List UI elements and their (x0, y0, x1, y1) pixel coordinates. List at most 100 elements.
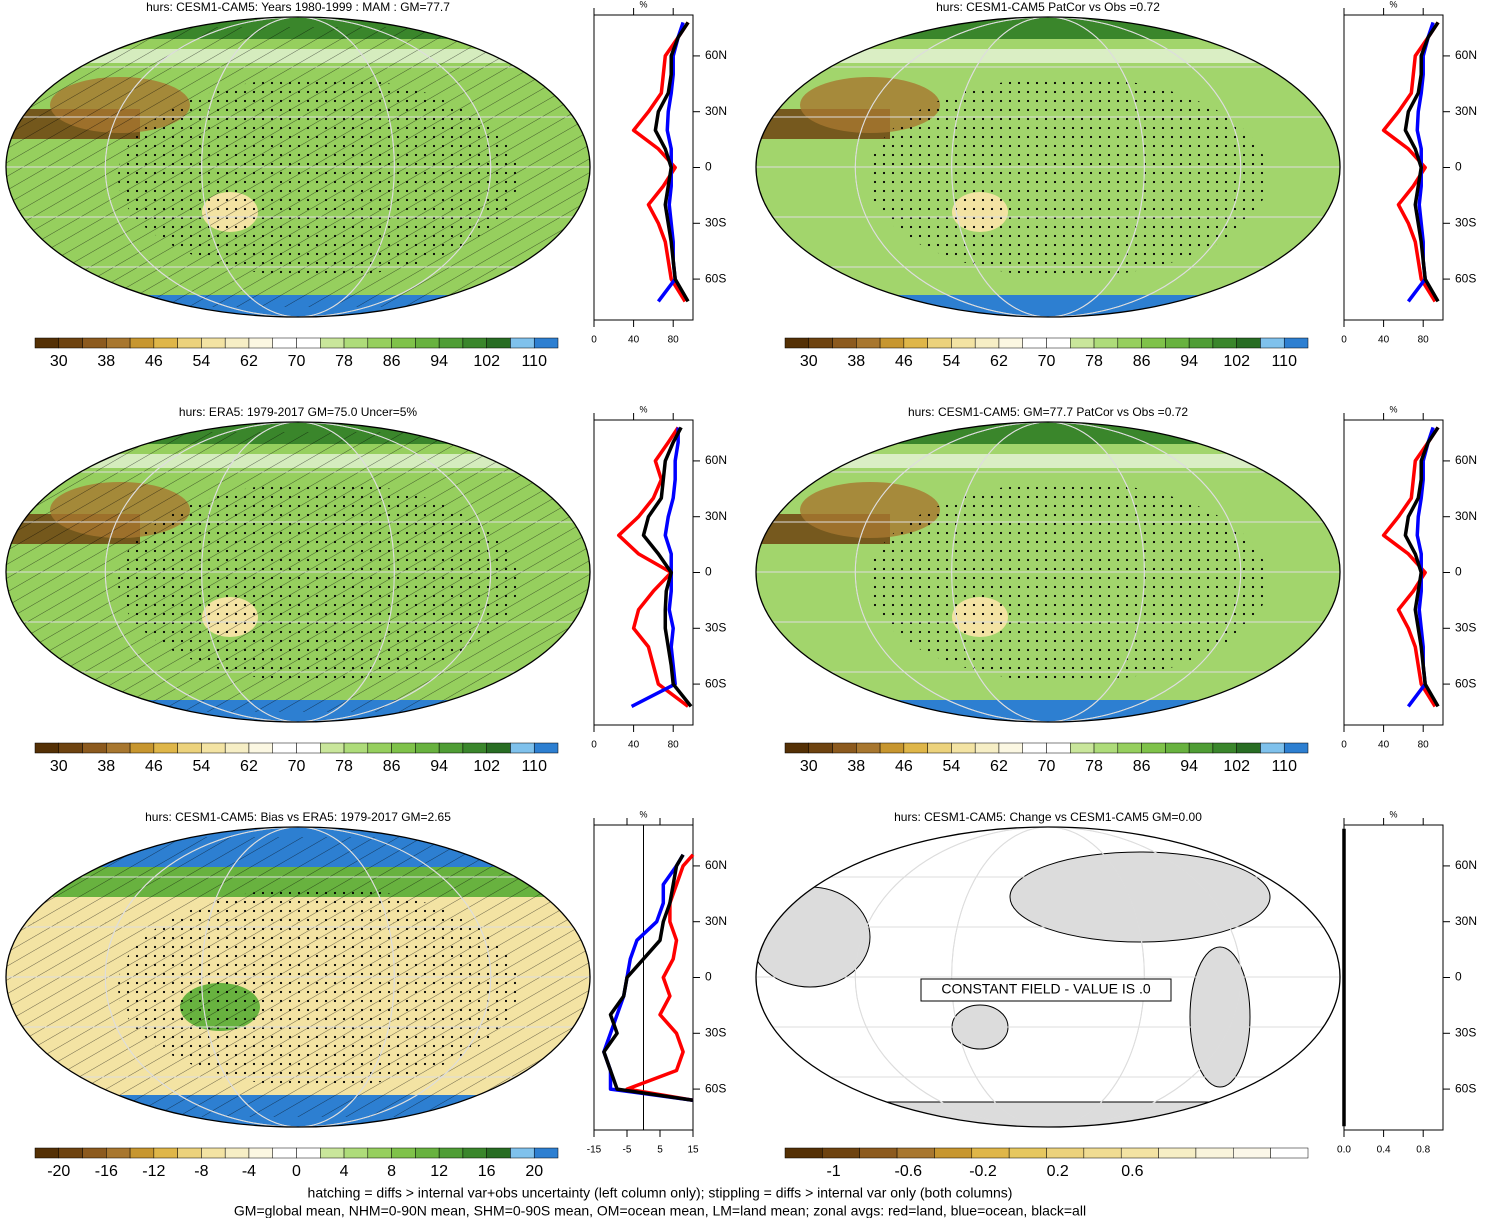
colorbar-label: 46 (895, 758, 913, 775)
x-axis-label: % (639, 0, 647, 9)
x-tick-label: 80 (668, 335, 680, 346)
colorbar-box (974, 742, 1000, 754)
map-title: hurs: CESM1-CAM5 PatCor vs Obs =0.72 (936, 0, 1160, 14)
graticule (104, 827, 492, 1127)
graticule (951, 17, 1145, 317)
graticule (201, 827, 395, 1127)
colorbar-box (415, 1147, 440, 1159)
colorbar-box (1236, 742, 1261, 754)
colorbar-box (129, 1147, 155, 1159)
map-border (755, 421, 1341, 723)
map-land (800, 77, 940, 133)
colorbar-label: 30 (800, 353, 818, 370)
colorbar-box (1117, 337, 1142, 349)
y-tick-label: 60S (705, 1081, 726, 1095)
graticule (104, 17, 492, 317)
colorbar-label: 78 (1085, 758, 1103, 775)
colorbar-box (486, 742, 511, 754)
zonal-line (653, 21, 690, 303)
y-tick-label: 30S (705, 215, 726, 229)
colorbar-box (1022, 337, 1047, 349)
x-tick-label: 0 (1341, 740, 1347, 751)
colorbar-box (533, 337, 559, 349)
colorbar-box (129, 742, 155, 754)
x-tick-label: -5 (623, 1145, 632, 1156)
x-axis-label: % (1389, 404, 1397, 414)
colorbar-label: 62 (990, 758, 1008, 775)
colorbar-box (224, 1147, 250, 1159)
colorbar-box (224, 742, 250, 754)
colorbar-box (1022, 742, 1047, 754)
graticule (854, 422, 1242, 722)
colorbar-box (82, 1147, 107, 1159)
colorbar-label: 110 (521, 758, 547, 775)
map-title: hurs: ERA5: 1979-2017 GM=75.0 Uncer=5% (179, 405, 417, 419)
y-tick-label: 30S (705, 1025, 726, 1039)
y-tick-label: 30S (1455, 620, 1476, 634)
y-tick-label: 60N (1455, 858, 1477, 872)
colorbar-box (106, 742, 131, 754)
colorbar-label: 46 (895, 353, 913, 370)
colorbar-box (510, 742, 535, 754)
colorbar-box (296, 337, 321, 349)
y-tick-label: 60S (1455, 271, 1476, 285)
colorbar-label: 86 (383, 353, 401, 370)
map-land (800, 482, 940, 538)
y-tick-label: 30N (1455, 104, 1477, 118)
colorbar-box (1233, 1147, 1271, 1159)
x-tick-label: 40 (628, 335, 640, 346)
y-tick-label: 30N (1455, 509, 1477, 523)
colorbar-label: -12 (142, 1163, 165, 1180)
x-tick-label: 40 (1378, 740, 1390, 751)
colorbar-box (34, 1147, 60, 1159)
graticule (951, 827, 1145, 1127)
colorbar-box (367, 337, 392, 349)
colorbar-box (879, 742, 905, 754)
map-title: hurs: CESM1-CAM5: Bias vs ERA5: 1979-201… (145, 810, 451, 824)
colorbar-box (153, 742, 178, 754)
colorbar-box (34, 742, 60, 754)
colorbar-box (1195, 1147, 1234, 1159)
colorbar-box (1120, 1147, 1159, 1159)
colorbar-label: 0.6 (1121, 1163, 1143, 1180)
graticule (854, 827, 1242, 1127)
colorbar-label: -0.6 (894, 1163, 922, 1180)
colorbar-box (1212, 742, 1237, 754)
colorbar-label: 78 (335, 353, 353, 370)
colorbar-box (82, 742, 107, 754)
map-border (5, 421, 591, 723)
colorbar-box (58, 742, 83, 754)
note-box (920, 978, 1172, 1002)
colorbar-box (822, 1147, 860, 1159)
colorbar-box (1046, 742, 1071, 754)
y-tick-label: 0 (1455, 565, 1462, 579)
colorbar-box (951, 742, 976, 754)
colorbar-box (1093, 742, 1119, 754)
x-tick-label: 0 (591, 335, 597, 346)
colorbar-box (1117, 742, 1142, 754)
map-title: hurs: CESM1-CAM5: Years 1980-1999 : MAM … (146, 0, 450, 14)
x-tick-label: 40 (628, 740, 640, 751)
plot-frame (1343, 14, 1444, 321)
colorbar-box (272, 337, 297, 349)
colorbar-box (533, 742, 559, 754)
y-tick-label: 30N (705, 104, 727, 118)
y-tick-label: 30S (1455, 1025, 1476, 1039)
colorbar-box (201, 742, 226, 754)
x-axis-label: % (639, 404, 647, 414)
colorbar-box (1008, 1147, 1047, 1159)
colorbar-label: 86 (1133, 353, 1151, 370)
colorbar-box (153, 1147, 178, 1159)
y-tick-label: 0 (705, 565, 712, 579)
colorbar-box (438, 1147, 464, 1159)
colorbar-label: 54 (193, 758, 211, 775)
colorbar-label: 62 (240, 353, 258, 370)
colorbar-label: -0.2 (969, 1163, 997, 1180)
colorbar-label: 0 (292, 1163, 301, 1180)
colorbar-label: -16 (95, 1163, 118, 1180)
plot-frame (593, 419, 694, 726)
colorbar-box (1141, 742, 1166, 754)
colorbar-box (82, 337, 107, 349)
colorbar-label: 20 (525, 1163, 543, 1180)
